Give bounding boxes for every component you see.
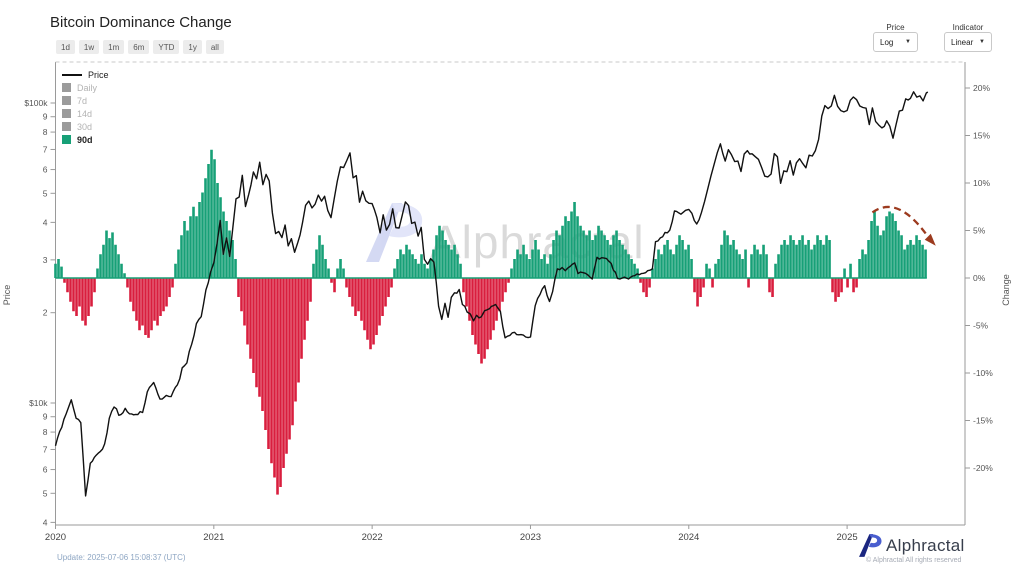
svg-text:3: 3	[43, 255, 48, 265]
legend-swatch	[62, 73, 82, 76]
trend-arrow-annotation	[871, 205, 936, 246]
svg-text:Price: Price	[2, 285, 12, 306]
svg-text:-10%: -10%	[973, 368, 993, 378]
svg-text:$10k: $10k	[29, 398, 48, 408]
price-dropdown-value: Log	[880, 37, 894, 47]
svg-text:10%: 10%	[973, 178, 990, 188]
range-button-ytd[interactable]: YTD	[153, 40, 180, 54]
brand-name: Alphractal	[886, 536, 965, 555]
svg-text:2021: 2021	[203, 532, 224, 543]
range-button-1m[interactable]: 1m	[103, 40, 125, 54]
legend-item-30d[interactable]: 30d	[62, 120, 109, 133]
svg-text:4: 4	[43, 217, 48, 227]
indicator-dropdown-value: Linear	[951, 37, 974, 47]
svg-text:2024: 2024	[678, 532, 699, 543]
legend-label: 30d	[77, 121, 93, 132]
svg-text:5: 5	[43, 488, 48, 498]
svg-text:2025: 2025	[837, 532, 858, 543]
svg-text:2020: 2020	[45, 532, 66, 543]
legend-label: 14d	[77, 108, 93, 119]
svg-text:5%: 5%	[973, 226, 986, 236]
legend-label: 90d	[77, 134, 93, 145]
alphractal-logo-icon	[859, 534, 882, 557]
svg-text:15%: 15%	[973, 131, 990, 141]
svg-text:4: 4	[43, 517, 48, 527]
legend-swatch	[62, 109, 71, 118]
left-axis: $100k 9 8 7 6 5 4 3 2 $10k 9 8 7 6 5 4 Price	[2, 98, 56, 527]
svg-text:-20%: -20%	[973, 463, 993, 473]
legend-item-90d[interactable]: 90d	[62, 133, 109, 146]
legend-label: 7d	[77, 95, 88, 106]
legend-label: Price	[88, 69, 109, 80]
svg-text:6: 6	[43, 165, 48, 175]
price-dropdown-label: Price	[886, 23, 905, 32]
plot-area[interactable]	[56, 62, 966, 525]
legend-swatch	[62, 135, 71, 144]
range-button-1w[interactable]: 1w	[78, 40, 100, 54]
svg-text:8: 8	[43, 127, 48, 137]
svg-text:6: 6	[43, 465, 48, 475]
svg-text:9: 9	[43, 412, 48, 422]
price-dropdown[interactable]: Log ▼	[873, 32, 918, 52]
right-axis: 20% 15% 10% 5% 0% -5% -10% -15% -20% Change	[965, 83, 1011, 473]
svg-text:0%: 0%	[973, 273, 986, 283]
svg-text:20%: 20%	[973, 83, 990, 93]
svg-text:9: 9	[43, 112, 48, 122]
update-timestamp: Update: 2025-07-06 15:08:37 (UTC)	[57, 553, 186, 562]
legend-swatch	[62, 96, 71, 105]
range-buttons: 1d 1w 1m 6m YTD 1y all	[56, 40, 224, 54]
range-button-6m[interactable]: 6m	[128, 40, 150, 54]
svg-text:2023: 2023	[520, 532, 541, 543]
svg-text:$100k: $100k	[24, 98, 48, 108]
chevron-down-icon: ▼	[905, 39, 911, 45]
chart-legend: Price Daily 7d 14d 30d 90d	[62, 68, 109, 146]
legend-item-price[interactable]: Price	[62, 68, 109, 81]
legend-item-7d[interactable]: 7d	[62, 94, 109, 107]
dominance-change-bars	[54, 149, 927, 495]
legend-swatch	[62, 83, 71, 92]
legend-label: Daily	[77, 82, 98, 93]
copyright-text: © Alphractal All rights reserved	[866, 557, 962, 564]
plot-frame	[55, 61, 966, 526]
indicator-dropdown[interactable]: Linear ▼	[944, 32, 992, 52]
svg-text:2022: 2022	[362, 532, 383, 543]
svg-text:5: 5	[43, 188, 48, 198]
x-axis: 2020 2021 2022 2023 2024 2025	[45, 525, 858, 543]
range-button-1y[interactable]: 1y	[183, 40, 202, 54]
price-line	[54, 91, 929, 497]
indicator-dropdown-label: Indicator	[952, 23, 984, 32]
legend-item-14d[interactable]: 14d	[62, 107, 109, 120]
svg-text:8: 8	[43, 427, 48, 437]
range-button-all[interactable]: all	[205, 40, 224, 54]
page-title: Bitcoin Dominance Change	[50, 14, 232, 31]
range-button-1d[interactable]: 1d	[56, 40, 75, 54]
svg-text:7: 7	[43, 444, 48, 454]
svg-text:7: 7	[43, 144, 48, 154]
legend-swatch	[62, 122, 71, 131]
svg-text:-5%: -5%	[973, 321, 989, 331]
legend-item-daily[interactable]: Daily	[62, 81, 109, 94]
svg-text:2: 2	[43, 308, 48, 318]
chevron-down-icon: ▼	[979, 39, 985, 45]
svg-text:-15%: -15%	[973, 416, 993, 426]
svg-text:Change: Change	[1001, 274, 1011, 306]
